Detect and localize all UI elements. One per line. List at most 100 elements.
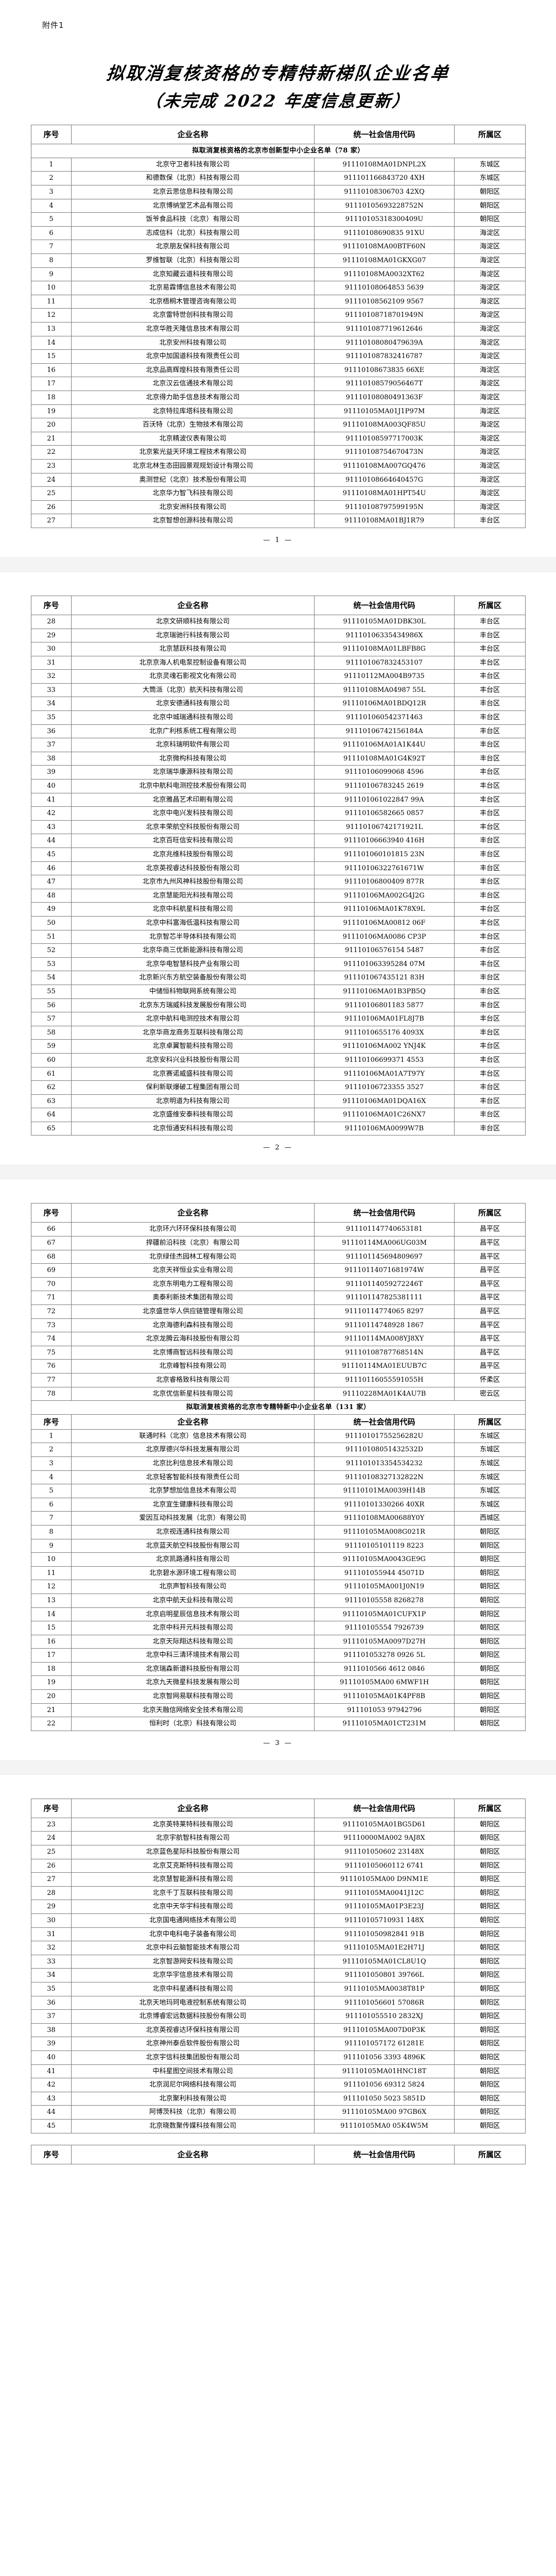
cell-company-name: 罗维智联（北京）科技有限公司 bbox=[71, 253, 315, 268]
cell-credit-code: 91110106742156184A bbox=[314, 724, 455, 739]
cell-district: 朝阳区 bbox=[454, 1717, 526, 1731]
cell-company-name: 北京盛维安泰科技有限公司 bbox=[71, 1108, 315, 1122]
cell-district: 丰台区 bbox=[454, 628, 526, 643]
cell-credit-code: 91110108673835 66XE bbox=[314, 363, 455, 378]
cell-district: 朝阳区 bbox=[454, 1524, 526, 1539]
cell-credit-code: 91110105060112 6741 bbox=[314, 1858, 455, 1873]
cell-credit-code: 91110106099068 4596 bbox=[314, 765, 455, 780]
cell-no: 49 bbox=[31, 902, 72, 917]
cell-credit-code: 91110105693228752N bbox=[314, 198, 455, 213]
table-row: 25 北京华力智飞科技有限公司 91110108MA01HPT54U 海淀区 bbox=[31, 486, 526, 501]
table-row: 42 北京润尼尔网络科技有限公司 911101056 69312 5824 朝阳区 bbox=[31, 2078, 526, 2092]
table-row: 1 联通时科（北京）信息技术有限公司 91110101755256282U 东城区 bbox=[31, 1429, 526, 1444]
cell-credit-code: 91110108MA007GQ476 bbox=[314, 459, 455, 473]
cell-district: 朝阳区 bbox=[454, 1607, 526, 1622]
cell-no: 13 bbox=[31, 1593, 72, 1608]
cell-no: 15 bbox=[31, 1621, 72, 1635]
cell-district: 朝阳区 bbox=[454, 1593, 526, 1608]
cell-district: 丰台区 bbox=[454, 642, 526, 656]
cell-no: 1 bbox=[31, 157, 72, 172]
cell-district: 东城区 bbox=[454, 1429, 526, 1444]
table-row: 43 北京丰荣航空科技股份有限公司 91110106742171921L 丰台区 bbox=[31, 820, 526, 835]
table-row: 11 北京碧水源环境工程有限公司 911101055944 45071D 朝阳区 bbox=[31, 1566, 526, 1581]
cell-company-name: 北京博睿宏远数据科技股份有限公司 bbox=[71, 2009, 315, 2024]
cell-no: 41 bbox=[31, 792, 72, 807]
cell-credit-code: 91110108579056467T bbox=[314, 377, 455, 391]
cell-district: 丰台区 bbox=[454, 998, 526, 1013]
cell-company-name: 联通时科（北京）信息技术有限公司 bbox=[71, 1429, 315, 1444]
cell-no: 7 bbox=[31, 240, 72, 255]
cell-district: 昌平区 bbox=[454, 1304, 526, 1319]
cell-credit-code: 911101053278 0926 5L bbox=[314, 1648, 455, 1663]
col-header-code: 统一社会信用代码 bbox=[314, 125, 455, 145]
cell-no: 76 bbox=[31, 1359, 72, 1374]
cell-no: 29 bbox=[31, 1900, 72, 1914]
cell-credit-code: 91110105MA01CUFX1P bbox=[314, 1607, 455, 1622]
table-row: 31 北京京海人机电泵控制设备有限公司 911101067832453107 丰台区 bbox=[31, 655, 526, 670]
cell-district: 昌平区 bbox=[454, 1318, 526, 1333]
cell-no: 36 bbox=[31, 724, 72, 739]
cell-no: 20 bbox=[31, 1689, 72, 1704]
cell-credit-code: 91110105101119 8223 bbox=[314, 1538, 455, 1553]
cell-credit-code: 91110105554 7926739 bbox=[314, 1621, 455, 1635]
col-header-district: 所属区 bbox=[454, 595, 526, 615]
cell-company-name: 北京得力助手信息技术有限公司 bbox=[71, 390, 315, 405]
cell-credit-code: 91110114059272246T bbox=[314, 1277, 455, 1292]
cell-credit-code: 91110105710931 148X bbox=[314, 1913, 455, 1928]
table-row: 39 北京神州泰岳软件股份有限公司 911101057172 61281E 朝阳区 bbox=[31, 2037, 526, 2051]
cell-company-name: 北京宇航智科技有限公司 bbox=[71, 1831, 315, 1846]
cell-credit-code: 911101056 3393 4896K bbox=[314, 2050, 455, 2065]
table-row: 28 北京千丁互联科技有限公司 91110105MA0041J12C 朝阳区 bbox=[31, 1886, 526, 1901]
table-row: 45 北京兆维科技股份有限公司 911101060101815 23N 丰台区 bbox=[31, 848, 526, 862]
cell-company-name: 北京知藏云道科技有限公司 bbox=[71, 267, 315, 282]
cell-credit-code: 9111010655176 4093X bbox=[314, 1025, 455, 1040]
cell-district: 昌平区 bbox=[454, 1263, 526, 1278]
cell-company-name: 北京安洲科技有限公司 bbox=[71, 500, 315, 515]
cell-no: 5 bbox=[31, 212, 72, 227]
cell-no: 54 bbox=[31, 971, 72, 985]
rows-page-3-specialized: 1 联通时科（北京）信息技术有限公司 91110101755256282U 东城区 2 北… bbox=[31, 1429, 526, 1731]
cell-company-name: 北京安科兴业科技股份有限公司 bbox=[71, 1053, 315, 1067]
cell-credit-code: 911101050801 39766L bbox=[314, 1968, 455, 1982]
document-title-line-1: 拟取消复核资格的专精特新梯队企业名单 bbox=[105, 63, 451, 84]
cell-credit-code: 91110228MA01K4AU7B bbox=[314, 1386, 455, 1401]
col-header-district: 所属区 bbox=[454, 2144, 526, 2164]
table-header-row: 序号 企业名称 统一社会信用代码 所属区 bbox=[31, 125, 526, 145]
cell-credit-code: 91110114774065 8297 bbox=[314, 1304, 455, 1319]
cell-company-name: 北京朋友保科技有限公司 bbox=[71, 240, 315, 255]
cell-company-name: 北京博纳堂艺术品有限公司 bbox=[71, 198, 315, 213]
table-row: 55 中储恒科物联网系统有限公司 91110106MA01B3PB5Q 丰台区 bbox=[31, 984, 526, 999]
cell-no: 16 bbox=[31, 1634, 72, 1649]
table-row: 40 北京宇信科技集团股份有限公司 911101056 3393 4896K 朝阳区 bbox=[31, 2050, 526, 2065]
cell-credit-code: 91110108MA01LBFB8G bbox=[314, 642, 455, 656]
table-row: 21 北京天融信网络安全技术有限公司 911101053 97942796 朝阳区 bbox=[31, 1703, 526, 1718]
cell-company-name: 饭爷食品科技（北京）有限公司 bbox=[71, 212, 315, 227]
cell-credit-code: 91110106322761671W bbox=[314, 861, 455, 876]
cell-company-name: 北京聚利科技有限公司 bbox=[71, 2091, 315, 2106]
cell-company-name: 北京天际翔达科技有限公司 bbox=[71, 1634, 315, 1649]
cell-company-name: 北京华胜天隆信息技术有限公司 bbox=[71, 322, 315, 336]
cell-credit-code: 911101057172 61281E bbox=[314, 2037, 455, 2051]
table-row: 16 北京天际翔达科技有限公司 91110105MA0097D27H 朝阳区 bbox=[31, 1634, 526, 1649]
cell-credit-code: 91110108MA04987 55L bbox=[314, 683, 455, 698]
cell-no: 2 bbox=[31, 171, 72, 186]
cell-credit-code: 91110105MA008G021R bbox=[314, 1524, 455, 1539]
table-row: 24 奥测世纪（北京）技术股份有限公司 91110108664640457G 海淀区 bbox=[31, 472, 526, 487]
cell-credit-code: 91110108797599195N bbox=[314, 500, 455, 515]
cell-no: 28 bbox=[31, 614, 72, 629]
table-row: 8 北京视连通科技有限公司 91110105MA008G021R 朝阳区 bbox=[31, 1524, 526, 1539]
cell-no: 12 bbox=[31, 308, 72, 323]
table-row: 35 北京中科星通科技有限公司 91110105MA0038T81P 朝阳区 bbox=[31, 1981, 526, 1996]
cell-company-name: 北京雅昌艺术印刷有限公司 bbox=[71, 792, 315, 807]
table-row: 31 北京中电科电子装备有限公司 911101050982841 91B 朝阳区 bbox=[31, 1927, 526, 1942]
cell-district: 海淀区 bbox=[454, 363, 526, 378]
table-row: 36 北京天地玛珂电液控制系统有限公司 911101056601 57086R 朝阳区 bbox=[31, 1995, 526, 2010]
table-row: 52 北京华商三优新能源科技有限公司 91110106576154 5487 丰台区 bbox=[31, 943, 526, 958]
cell-no: 27 bbox=[31, 514, 72, 528]
table-row: 69 北京天祥恒业实业有限公司 91110114071681974W 昌平区 bbox=[31, 1263, 526, 1278]
table-row: 9 北京知藏云道科技有限公司 91110108MA0032XT62 海淀区 bbox=[31, 267, 526, 282]
cell-credit-code: 91110106783245 2619 bbox=[314, 779, 455, 793]
table-row: 30 北京慧跃科技有限公司 91110108MA01LBFB8G 丰台区 bbox=[31, 642, 526, 656]
table-row: 38 北京英视睿达环保科技有限公司 91110105MA007D0P3K 朝阳区 bbox=[31, 2023, 526, 2038]
table-row: 19 北京九天微星科技发展有限公司 91110105MA00 6MWF1H 朝阳区 bbox=[31, 1675, 526, 1690]
